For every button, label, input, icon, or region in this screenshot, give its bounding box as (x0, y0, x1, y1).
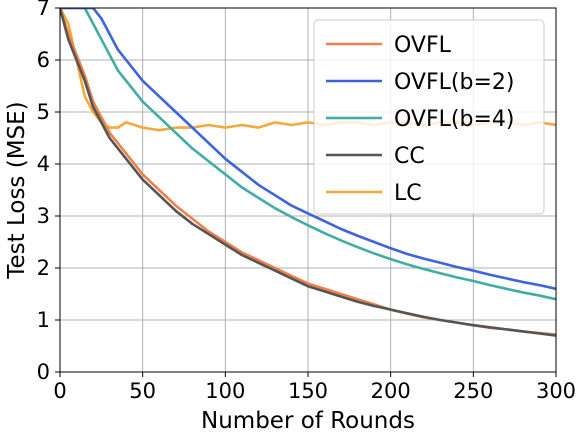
legend-label: CC (394, 144, 425, 169)
y-axis-ticks: 0 1 2 3 4 5 6 7 (37, 0, 60, 384)
legend-label: OVFL(b=4) (394, 107, 514, 132)
legend: OVFL OVFL(b=2) OVFL(b=4) CC LC (313, 19, 545, 215)
y-tick-label: 6 (37, 48, 50, 72)
x-tick-label: 100 (205, 379, 245, 403)
series-line-ovfl-b-2 (60, 8, 556, 291)
y-tick-label: 2 (37, 256, 50, 280)
y-tick-label: 0 (37, 360, 50, 384)
x-tick-label: 0 (53, 379, 66, 403)
y-tick-label: 3 (37, 204, 50, 228)
x-tick-label: 250 (453, 379, 493, 403)
y-tick-label: 5 (37, 100, 50, 124)
x-axis-label: Number of Rounds (201, 408, 415, 434)
x-axis-ticks: 0 50 100 150 200 250 300 (53, 372, 576, 403)
legend-label: OVFL(b=2) (394, 70, 514, 95)
x-tick-label: 150 (288, 379, 328, 403)
series-layer (60, 8, 556, 337)
x-tick-label: 300 (536, 379, 576, 403)
y-tick-label: 4 (37, 152, 50, 176)
legend-label: LC (394, 181, 422, 206)
x-tick-label: 200 (371, 379, 411, 403)
legend-box (313, 19, 545, 215)
y-tick-label: 7 (37, 0, 50, 20)
series-line-ovfl-b-4 (60, 8, 556, 301)
y-axis-label: Test Loss (MSE) (4, 101, 30, 279)
x-tick-label: 50 (129, 379, 156, 403)
y-tick-label: 1 (37, 308, 50, 332)
series-line-cc (60, 8, 556, 337)
legend-label: OVFL (394, 33, 452, 58)
